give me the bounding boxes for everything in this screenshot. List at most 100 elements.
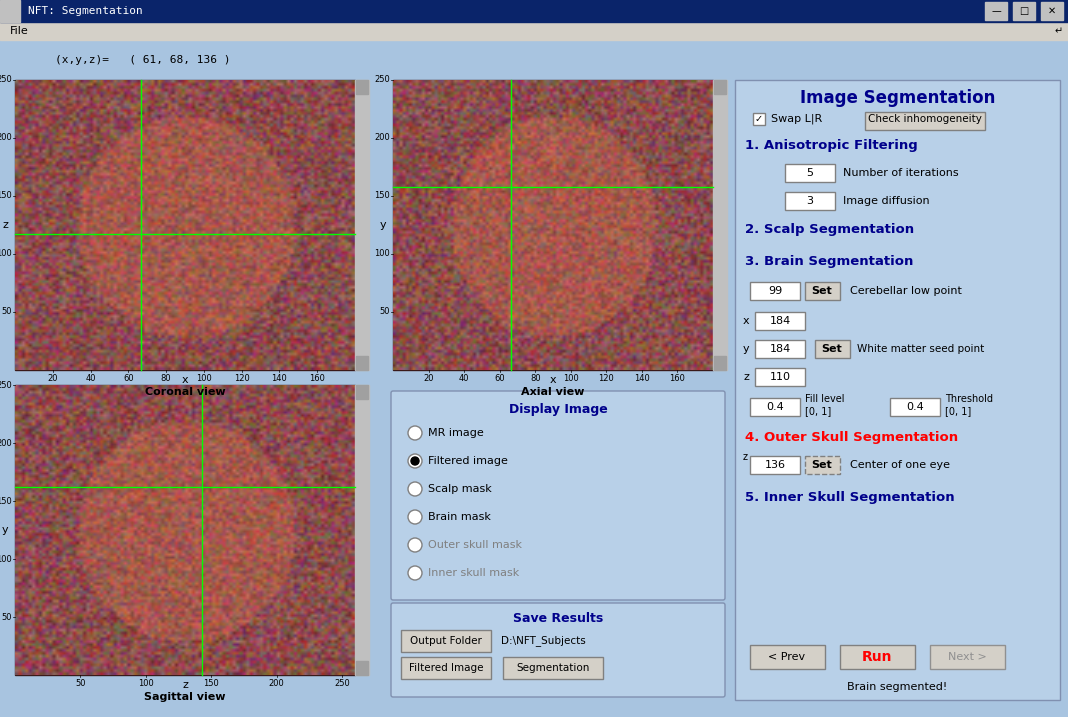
Text: White matter seed point: White matter seed point <box>857 344 985 354</box>
Bar <box>400 657 491 679</box>
Text: x: x <box>743 316 750 326</box>
Text: 140: 140 <box>634 374 649 383</box>
Text: 150: 150 <box>203 679 219 688</box>
Text: ↵: ↵ <box>1055 26 1063 36</box>
Bar <box>713 80 727 370</box>
Text: 80: 80 <box>530 374 540 383</box>
Text: 250: 250 <box>0 75 12 85</box>
Circle shape <box>408 566 422 580</box>
Text: Filtered image: Filtered image <box>428 456 508 466</box>
Circle shape <box>411 457 419 465</box>
Text: Axial view: Axial view <box>521 387 584 397</box>
Text: D:\NFT_Subjects: D:\NFT_Subjects <box>501 635 585 647</box>
Text: 40: 40 <box>459 374 469 383</box>
Text: Scalp mask: Scalp mask <box>428 484 491 494</box>
Bar <box>393 80 713 370</box>
Text: 250: 250 <box>0 381 12 389</box>
Text: 250: 250 <box>334 679 350 688</box>
Bar <box>841 645 915 669</box>
Bar <box>355 80 370 370</box>
Text: Sagittal view: Sagittal view <box>144 692 225 702</box>
Bar <box>0 0 20 22</box>
Text: Brain segmented!: Brain segmented! <box>847 682 947 692</box>
Text: y: y <box>380 220 387 230</box>
Text: Center of one eye: Center of one eye <box>850 460 951 470</box>
Bar <box>930 645 1005 669</box>
Bar <box>750 645 824 669</box>
Bar <box>985 2 1007 20</box>
Text: 200: 200 <box>374 133 390 143</box>
Circle shape <box>408 454 422 468</box>
Text: 120: 120 <box>598 374 614 383</box>
Text: Filtered Image: Filtered Image <box>409 663 483 673</box>
Bar <box>755 368 805 386</box>
FancyBboxPatch shape <box>391 391 725 600</box>
Bar <box>755 312 805 330</box>
Text: 99: 99 <box>768 286 782 296</box>
Text: Coronal view: Coronal view <box>144 387 225 397</box>
Text: Brain mask: Brain mask <box>428 512 491 522</box>
Text: 200: 200 <box>269 679 284 688</box>
Text: Image diffusion: Image diffusion <box>843 196 929 206</box>
Text: 60: 60 <box>494 374 505 383</box>
Text: 100: 100 <box>0 554 12 564</box>
Text: 60: 60 <box>123 374 134 383</box>
Text: 184: 184 <box>769 316 790 326</box>
Text: (x,y,z)=   ( 61, 68, 136 ): (x,y,z)= ( 61, 68, 136 ) <box>54 55 231 65</box>
FancyBboxPatch shape <box>391 603 725 697</box>
Bar <box>805 282 841 300</box>
Text: File: File <box>10 26 29 36</box>
Bar <box>15 80 355 370</box>
Bar <box>356 385 368 399</box>
Text: 110: 110 <box>770 372 790 382</box>
Bar <box>400 630 491 652</box>
Text: 20: 20 <box>423 374 434 383</box>
Text: x: x <box>550 375 556 385</box>
Bar <box>805 456 841 474</box>
Text: 40: 40 <box>85 374 96 383</box>
Text: Run: Run <box>862 650 892 664</box>
Text: ✓: ✓ <box>755 114 763 124</box>
Bar <box>890 398 940 416</box>
Text: 50: 50 <box>1 612 12 622</box>
Bar <box>356 661 368 675</box>
Text: x: x <box>182 375 188 385</box>
Text: —: — <box>991 6 1001 16</box>
Text: y: y <box>2 525 9 535</box>
Text: MR image: MR image <box>428 428 484 438</box>
Text: z: z <box>743 372 749 382</box>
Text: 136: 136 <box>765 460 785 470</box>
Text: 2. Scalp Segmentation: 2. Scalp Segmentation <box>745 222 914 235</box>
Bar <box>753 113 765 125</box>
Bar <box>785 192 835 210</box>
Text: 80: 80 <box>161 374 172 383</box>
Circle shape <box>408 538 422 552</box>
Text: 100: 100 <box>374 250 390 259</box>
Text: Output Folder: Output Folder <box>410 636 482 646</box>
Text: 200: 200 <box>0 439 12 447</box>
Text: 4. Outer Skull Segmentation: 4. Outer Skull Segmentation <box>745 430 958 444</box>
Bar <box>356 356 368 370</box>
Text: Swap L|R: Swap L|R <box>771 114 822 124</box>
Text: 50: 50 <box>1 308 12 316</box>
Text: NFT: Segmentation: NFT: Segmentation <box>28 6 143 16</box>
Text: 3: 3 <box>806 196 814 206</box>
Text: Inner skull mask: Inner skull mask <box>428 568 519 578</box>
Text: 184: 184 <box>769 344 790 354</box>
Bar <box>714 80 726 94</box>
Text: z: z <box>2 220 7 230</box>
Text: 100: 100 <box>138 679 154 688</box>
Text: 100: 100 <box>0 250 12 259</box>
Text: 150: 150 <box>0 191 12 201</box>
Text: 5. Inner Skull Segmentation: 5. Inner Skull Segmentation <box>745 490 955 503</box>
Text: Set: Set <box>812 286 832 296</box>
Text: 200: 200 <box>0 133 12 143</box>
Text: 160: 160 <box>670 374 686 383</box>
Text: 3. Brain Segmentation: 3. Brain Segmentation <box>745 255 913 267</box>
Text: 0.4: 0.4 <box>766 402 784 412</box>
Text: 100: 100 <box>563 374 579 383</box>
Text: 20: 20 <box>48 374 58 383</box>
Bar <box>785 164 835 182</box>
Bar <box>356 80 368 94</box>
Text: Threshold
[0, 1]: Threshold [0, 1] <box>945 394 993 416</box>
